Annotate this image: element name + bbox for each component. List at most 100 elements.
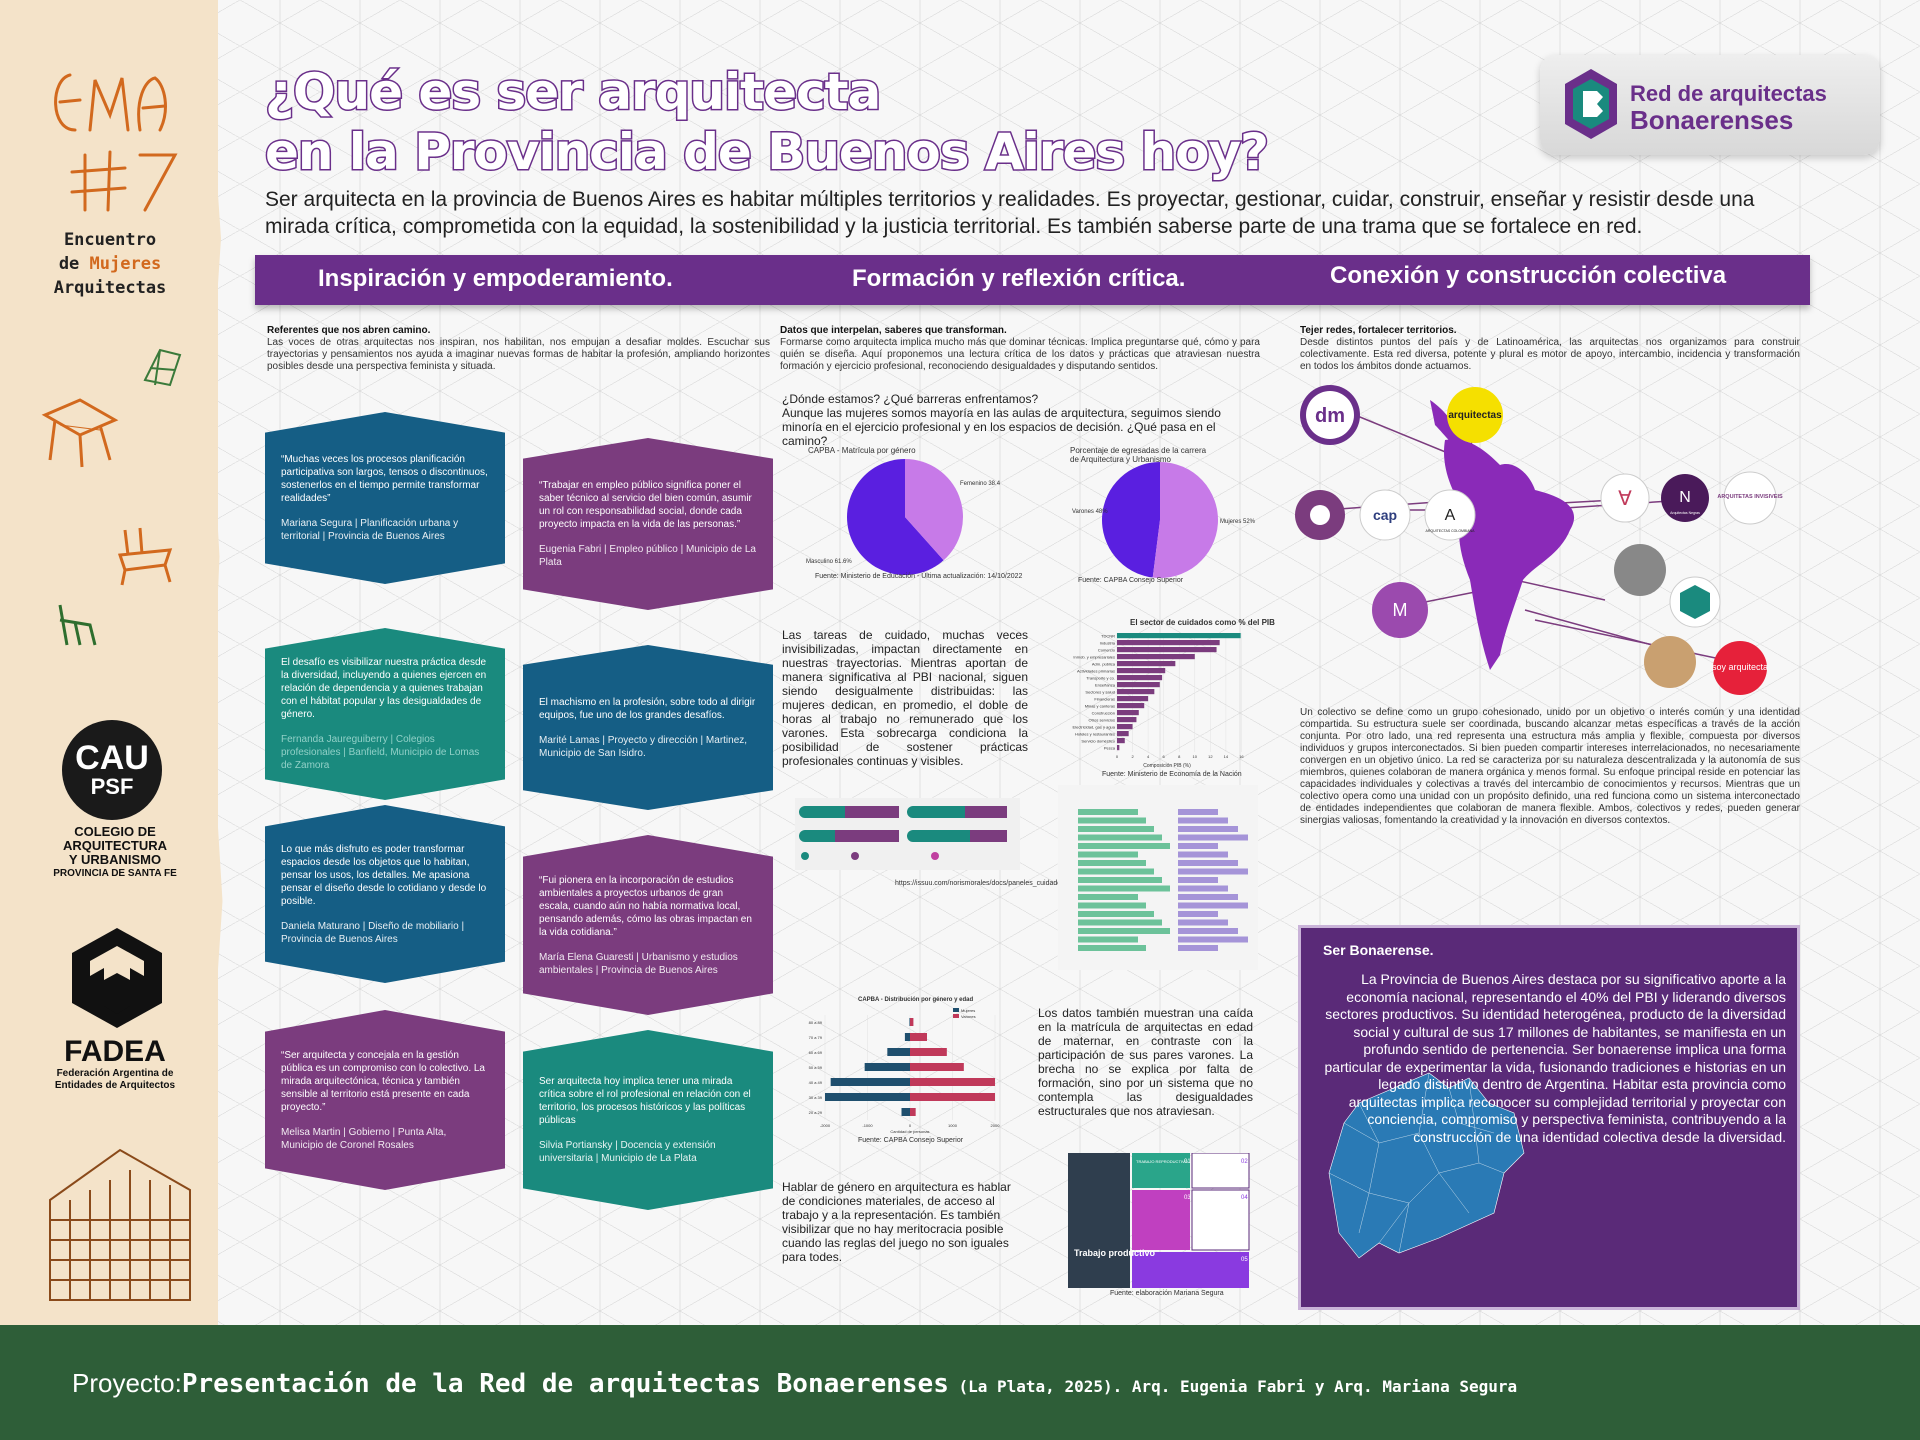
question-body: Aunque las mujeres somos mayoría en las … (782, 406, 1221, 448)
col1-body: Las voces de otras arquitectas nos inspi… (267, 337, 770, 372)
bar (1117, 724, 1133, 730)
bar-category-label: Comercio (1098, 648, 1116, 653)
table-bar-left (1078, 928, 1170, 934)
ema-line-2: de Mujeres (30, 252, 190, 276)
x-tick-label: 16 (1239, 754, 1244, 759)
stool-sketch-icon (117, 527, 173, 586)
quote-card: El desafío es visibilizar nuestra prácti… (265, 628, 505, 800)
quote-text: “Ser arquitecta y concejala en la gestió… (281, 1049, 485, 1113)
section-title-inspiracion: Inspiración y empoderamiento. (318, 265, 673, 292)
net-label-negras: Arquitectas Negras (1670, 511, 1700, 515)
bar (1117, 717, 1137, 723)
bar-category-label: Enseñanza (1095, 683, 1116, 688)
bar-mujeres (887, 1048, 910, 1056)
table-bar-right (1178, 843, 1218, 849)
quote-text: “Muchas veces los procesos planificación… (281, 454, 488, 504)
svg-text:∀: ∀ (1618, 488, 1632, 510)
svg-text:N: N (1679, 489, 1691, 506)
bar-mujeres (825, 1093, 910, 1101)
pie-chart-egresadas: Varones 48% Mujeres 52% (1072, 462, 1256, 578)
table-bar-right (1178, 860, 1238, 866)
cau-logo: CAU PSF (62, 720, 162, 820)
table-bar-left (1078, 945, 1146, 951)
bar (1117, 675, 1163, 681)
table-bar-right (1178, 834, 1248, 841)
bar-chart-title: El sector de cuidados como % del PIB (1130, 618, 1275, 627)
footer-project: Presentación de la Red de arquitectas Bo… (181, 1369, 949, 1399)
pie1-label-femenino: Femenino 38.4% (960, 481, 1000, 487)
table-bar-left (1078, 902, 1146, 909)
bar-mujeres (904, 1033, 910, 1041)
house-sketch-icon (49, 1148, 191, 1301)
diagram-n3: 03 (1184, 1195, 1191, 1201)
table-bar-left (1078, 936, 1138, 943)
quote-author: Daniela Maturano | Diseño de mobiliario … (281, 920, 465, 945)
bar (1117, 640, 1220, 646)
table-bar-right (1178, 817, 1228, 824)
bar (1117, 668, 1166, 674)
table-bar-right (1178, 809, 1218, 815)
pie1-title: CAPBA - Matrícula por género (808, 446, 916, 455)
bar-category-label: Sectores y salud (1085, 690, 1115, 695)
bar (1117, 633, 1241, 639)
legend-swatch-mujeres (953, 1008, 959, 1012)
title-line-1: ¿Qué es ser arquitecta (263, 62, 882, 123)
bar-category-label: Construcción (1092, 711, 1115, 716)
quote-text: “Trabajar en empleo público significa po… (539, 480, 752, 530)
trabajo-diagram: Trabajo productivo TRABAJO REPRODUCTIVO … (1068, 1153, 1250, 1288)
network-map: dm arquitectas cap A ARQUITECTAS COLOMBI… (1295, 385, 1783, 695)
cau-line-3: Y URBANISMO (68, 852, 162, 867)
quote-text: Lo que más disfruto es poder transformar… (281, 843, 487, 907)
bar-mujeres (830, 1078, 910, 1086)
table-bar-right (1178, 945, 1218, 951)
bar (1117, 703, 1145, 709)
table-bar-right (1178, 936, 1248, 943)
section-title-formacion: Formación y reflexión crítica. (852, 265, 1186, 292)
pyramid-title: CAPBA - Distribución por género y edad (858, 997, 974, 1003)
bar-category-label: Pesca (1104, 746, 1116, 751)
age-label: 70 a 79 (809, 1035, 823, 1040)
x-tick-label: 0 (1116, 754, 1119, 759)
quote-author: María Elena Guaresti | Urbanismo y estud… (539, 951, 738, 976)
table-bar-left (1078, 834, 1162, 841)
svg-text:dm: dm (1315, 405, 1345, 427)
quote-author: Fernanda Jaureguiberry | Colegios profes… (281, 734, 480, 771)
pyramid-xlabel: Cantidad de personas (890, 1129, 929, 1134)
fadea-name: FADEA (64, 1035, 166, 1068)
age-label: 50 a 59 (809, 1065, 823, 1070)
x-tick-label: 8 (1178, 754, 1181, 759)
svg-text:A: A (1445, 507, 1456, 524)
table-bar-right (1178, 902, 1248, 909)
footer-credit: Proyecto:Presentación de la Red de arqui… (72, 1368, 1517, 1399)
age-label: 80 a 89 (809, 1020, 823, 1025)
bar-mujeres (864, 1063, 910, 1071)
x-tick-label: 1000 (948, 1123, 958, 1128)
table-bar-right (1178, 911, 1218, 917)
bar-varones (910, 1063, 964, 1071)
col2-heading: Datos que interpelan, saberes que transf… (780, 325, 1007, 336)
chair-sketch-icon (143, 348, 182, 387)
table-bar-right (1178, 851, 1228, 858)
quote-card: El machismo en la profesión, sobre todo … (523, 645, 773, 810)
section-title-conexion: Conexión y construcción colectiva (1330, 262, 1727, 289)
care-paragraph: Las tareas de cuidado, muchas veces invi… (782, 628, 1028, 768)
table-bar-left (1078, 826, 1154, 832)
pie2-title: Porcentaje de egresadas de la carrera de… (1070, 446, 1207, 464)
bar (1117, 661, 1176, 667)
pie-chart-matricula: Femenino 38.4% Masculino 61.6% (806, 459, 1000, 575)
ema-line-1: Encuentro (63, 230, 157, 250)
pie2-source: Fuente: CAPBA Consejo Superior (1078, 577, 1184, 584)
table-bar-left (1078, 885, 1170, 892)
footer-bar (0, 1325, 1920, 1440)
age-label: 60 a 69 (809, 1050, 823, 1055)
pie-slice (847, 459, 944, 575)
cau-line-4: PROVINCIA DE SANTA FE (53, 868, 177, 879)
quote-author: Melisa Martin | Gobierno | Punta Alta, M… (281, 1126, 447, 1151)
ser-bonaerense-box: Ser Bonaerense. La Provincia de Buenos A… (1298, 925, 1800, 1310)
bar-chart-cuidados: 024681012141618TDCNRIndustriaComercioInm… (1073, 633, 1255, 769)
bar-varones (910, 1093, 995, 1101)
fadea-logo-icon (72, 928, 162, 1028)
quote-text: Ser arquitecta hoy implica tener una mir… (539, 1076, 751, 1126)
x-tick-label: 14 (1224, 754, 1229, 759)
table-bar-left (1078, 817, 1146, 824)
